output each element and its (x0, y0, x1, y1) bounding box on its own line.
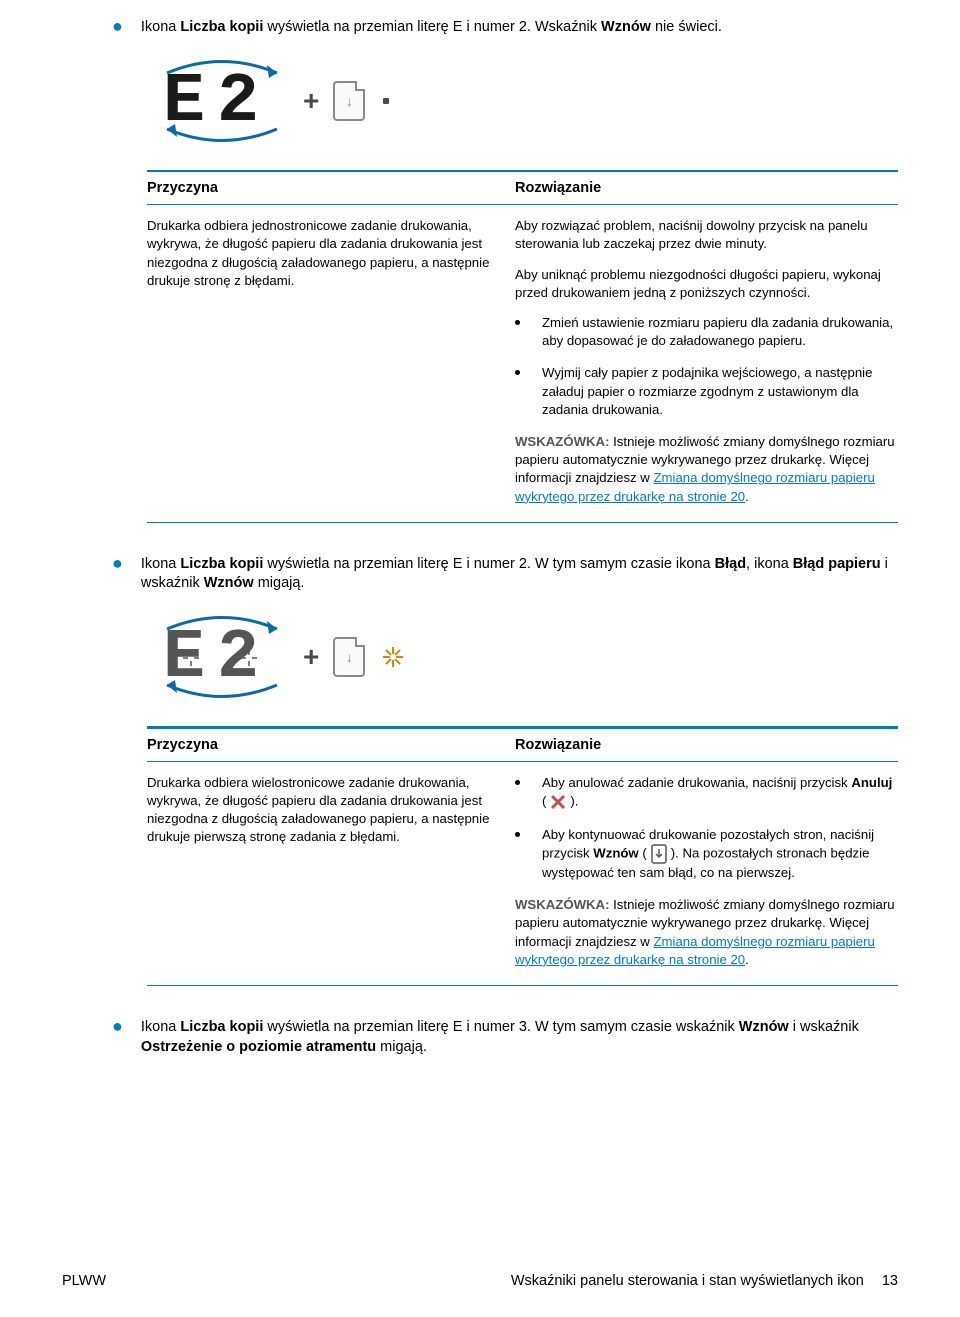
t1-sol1: Aby rozwiązać problem, naciśnij dowolny … (515, 217, 898, 253)
bullet-marker: ● (112, 18, 123, 38)
plus-icon: + (303, 641, 319, 673)
bullet-1: ● Ikona Liczba kopii wyświetla na przemi… (112, 18, 898, 38)
footer-right: Wskaźniki panelu sterowania i stan wyświ… (511, 1273, 898, 1289)
bullet-3: ● Ikona Liczba kopii wyświetla na przemi… (112, 1018, 898, 1057)
bullet-2: ● Ikona Liczba kopii wyświetla na przemi… (112, 555, 898, 594)
t2-cause: Drukarka odbiera wielostronicowe zadanie… (147, 774, 495, 847)
flash-icon (241, 650, 257, 666)
t1-tip: WSKAZÓWKA: Istnieje możliwość zmiany dom… (515, 433, 898, 506)
error-icon-row-1: E 2 + ↓ (147, 56, 898, 146)
burst-icon (383, 647, 403, 667)
segment-E-icon: E (163, 68, 201, 138)
dot-icon (383, 98, 389, 104)
seven-segment-E2-flash-icon: E 2 (147, 614, 297, 700)
footer-left: PLWW (62, 1273, 106, 1289)
segment-2-icon: 2 (217, 68, 255, 138)
bullet-marker: ● (112, 555, 123, 594)
t1-cause: Drukarka odbiera jednostronicowe zadanie… (147, 217, 495, 290)
plus-icon: + (303, 85, 319, 117)
seven-segment-E2-icon: E 2 (147, 58, 297, 144)
th-solution: Rozwiązanie (515, 737, 898, 753)
t2-tip: WSKAZÓWKA: Istnieje możliwość zmiany dom… (515, 896, 898, 969)
list-item: Aby anulować zadanie drukowania, naciśni… (515, 774, 898, 812)
cancel-x-icon (548, 792, 568, 812)
document-arrow-icon: ↓ (333, 81, 365, 121)
list-item: Aby kontynuować drukowanie pozostałych s… (515, 826, 898, 882)
list-item: Zmień ustawienie rozmiaru papieru dla za… (515, 314, 898, 350)
list-item: Wyjmij cały papier z podajnika wejściowe… (515, 364, 898, 419)
bullet-marker: ● (112, 1018, 123, 1057)
document-arrow-icon: ↓ (333, 637, 365, 677)
bullet-1-text: Ikona Liczba kopii wyświetla na przemian… (141, 18, 722, 38)
bullet-2-text: Ikona Liczba kopii wyświetla na przemian… (141, 555, 898, 594)
flash-icon (183, 650, 199, 666)
page-footer: PLWW Wskaźniki panelu sterowania i stan … (62, 1273, 898, 1289)
bullet-3-text: Ikona Liczba kopii wyświetla na przemian… (141, 1018, 898, 1057)
error-icon-row-2: E 2 + ↓ (147, 612, 898, 702)
th-cause: Przyczyna (147, 180, 515, 196)
resume-doc-icon (649, 844, 669, 864)
th-cause: Przyczyna (147, 737, 515, 753)
t1-sol2: Aby uniknąć problemu niezgodności długoś… (515, 266, 898, 302)
cause-solution-table-2: Przyczyna Rozwiązanie Drukarka odbiera w… (147, 726, 898, 986)
th-solution: Rozwiązanie (515, 180, 898, 196)
cause-solution-table-1: Przyczyna Rozwiązanie Drukarka odbiera j… (147, 170, 898, 523)
